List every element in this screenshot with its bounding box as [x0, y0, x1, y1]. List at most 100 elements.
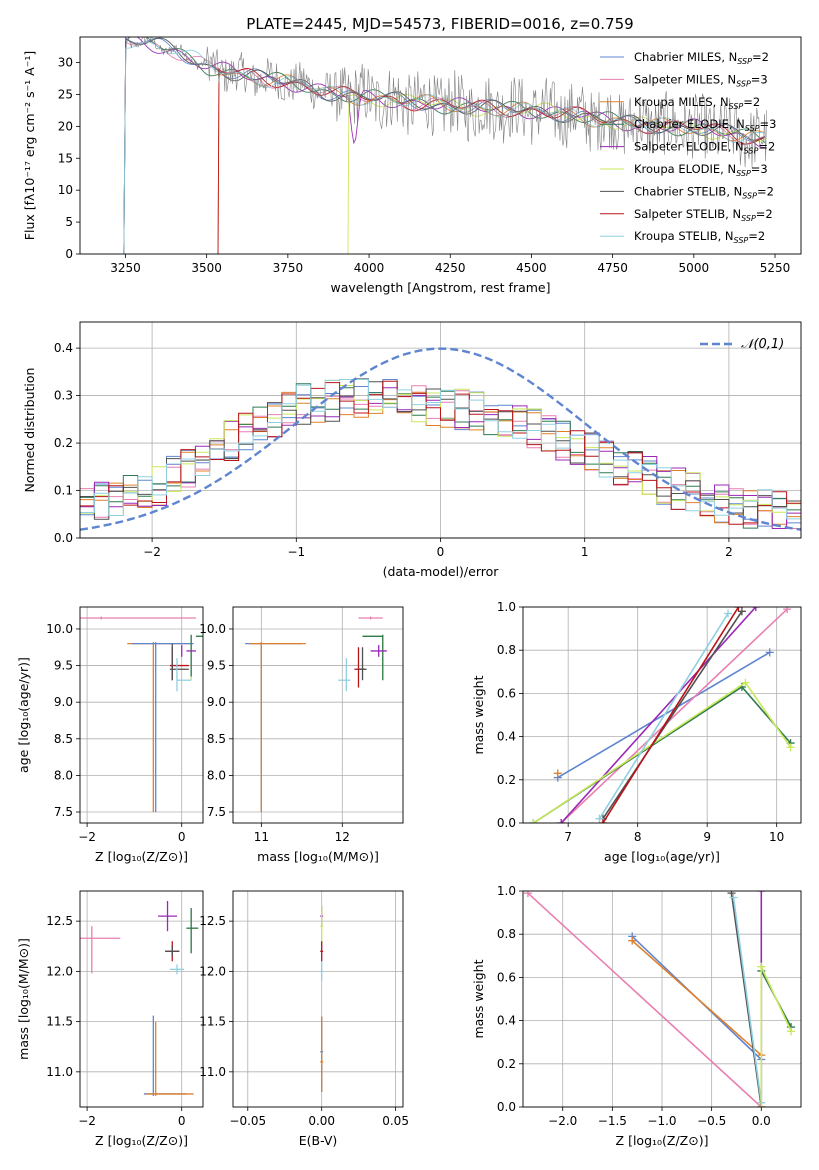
weight-marker [737, 607, 746, 616]
panel-mass_vs_z: −2 0 11.0 11.5 12.0 12.5 Z [log₁₀(Z/Z⊙)] mass [… [16, 890, 204, 1148]
histogram-step-line [80, 379, 801, 520]
weight-marker [786, 743, 795, 752]
y-axis-label: mass weight [471, 675, 486, 754]
normal-distribution-line [80, 347, 801, 531]
weight-line [560, 607, 757, 823]
x-tick-label: 3750 [273, 261, 304, 275]
y-tick-label: 0.3 [54, 389, 73, 403]
legend-entry-label: Kroupa MILES, NSSP=2 [634, 95, 760, 111]
legend: Chabrier MILES, NSSP=2 Salpeter MILES, NS… [600, 50, 776, 245]
observed-spectrum-line [125, 37, 767, 168]
y-tick-label: 7.5 [207, 805, 226, 819]
weight-line [732, 897, 763, 1103]
y-tick-label: 10.0 [46, 622, 73, 636]
weight-marker [741, 678, 750, 687]
plot-area [320, 906, 324, 1092]
plot-area [529, 607, 795, 823]
y-tick-label: 11.0 [199, 1065, 226, 1079]
y-tick-label: 5 [65, 215, 73, 229]
weight-line [527, 892, 762, 1107]
x-tick-label: 0 [437, 545, 445, 559]
y-tick-label: 0.4 [497, 1014, 516, 1028]
x-tick-label: 4000 [354, 261, 385, 275]
x-tick-label: 0.00 [308, 1114, 335, 1128]
axes-frame [79, 890, 204, 1108]
legend-entry-label: Salpeter STELIB, NSSP=2 [634, 207, 773, 223]
x-tick-label: 1 [581, 545, 589, 559]
axes-frame [522, 606, 802, 824]
y-tick-label: 9.0 [207, 695, 226, 709]
weight-marker [751, 607, 760, 611]
weight-marker [595, 814, 604, 823]
legend-entry-label: Chabrier ELODIE, NSSP=3 [634, 117, 776, 133]
y-tick-label: 0.2 [54, 436, 73, 450]
weight-marker [598, 819, 607, 823]
y-tick-label: 0.0 [497, 1100, 516, 1114]
weight-marker [787, 1027, 796, 1036]
plot-area [123, 37, 767, 254]
x-tick-label: 12 [335, 830, 350, 844]
x-tick-label: 0 [178, 830, 186, 844]
plot-area [80, 901, 199, 1096]
x-tick-label: −1 [287, 545, 305, 559]
weight-marker [783, 607, 792, 614]
weight-line [602, 610, 743, 820]
y-tick-label: 0.8 [497, 643, 516, 657]
plot-area [245, 616, 387, 813]
legend-entry-label: 𝒩(0,1) [741, 337, 784, 352]
y-tick-label: 11.5 [46, 1015, 73, 1029]
weight-marker [553, 769, 562, 778]
y-axis-label: Flux [fλ10⁻¹⁷ erg cm⁻² s⁻¹ A⁻¹] [22, 51, 37, 240]
x-tick-label: 5000 [679, 261, 710, 275]
x-axis-label: mass [log₁₀(M/M⊙)] [257, 849, 379, 864]
x-axis-label: Z [log₁₀(Z/Z⊙)] [616, 1133, 709, 1148]
panel-spectrum: 3250 3500 3750 4000 4250 4500 4750 5000 5250 0 5 10… [22, 36, 802, 295]
y-tick-label: 11.0 [46, 1065, 73, 1079]
axes-frame [79, 606, 204, 824]
x-tick-label: 4750 [597, 261, 628, 275]
x-axis-label: age [log₁₀(age/yr)] [604, 849, 720, 864]
y-tick-label: 0.1 [54, 484, 73, 498]
weight-line [598, 613, 729, 820]
y-tick-label: 0.0 [497, 816, 516, 830]
y-tick-label: 20 [58, 119, 73, 133]
y-tick-label: 1.0 [497, 884, 516, 898]
histogram-step-line [80, 391, 801, 525]
weight-marker [729, 893, 738, 902]
y-tick-label: 12.5 [199, 914, 226, 928]
legend-entry-label: Salpeter MILES, NSSP=3 [634, 72, 768, 88]
panel-age_vs_z: −2 0 7.5 8.0 8.5 9.0 9.5 10.0 Z [log₁₀(Z/Z⊙)] age… [16, 606, 204, 864]
y-tick-label: 7.5 [54, 805, 73, 819]
weight-line [532, 681, 792, 823]
y-tick-label: 8.0 [207, 768, 226, 782]
histogram-step-line [80, 380, 801, 525]
weight-marker [724, 609, 733, 618]
weight-marker [757, 1103, 766, 1107]
x-tick-label: −1.5 [598, 1114, 627, 1128]
panel-residuals: −2 −1 0 1 2 0.0 0.1 0.2 0.3 0.4 (data-model)/error… [22, 321, 802, 579]
x-tick-label: 3250 [110, 261, 141, 275]
y-tick-label: 8.0 [54, 768, 73, 782]
x-tick-label: −2 [78, 830, 96, 844]
y-tick-label: 10 [58, 183, 73, 197]
x-tick-label: 7 [564, 830, 572, 844]
plot-area [80, 616, 203, 813]
y-tick-label: 0.8 [497, 927, 516, 941]
panel-age_vs_mass: 11 12 7.5 8.0 8.5 9.0 9.5 10.0 mass [log₁₀(M/M⊙)… [199, 606, 404, 864]
y-tick-label: 30 [58, 56, 73, 70]
x-tick-label: 4250 [435, 261, 466, 275]
x-tick-label: 3500 [191, 261, 222, 275]
x-tick-label: 2 [725, 545, 733, 559]
weight-marker [628, 936, 637, 945]
x-axis-label: E(B-V) [299, 1133, 338, 1148]
x-tick-label: −2 [143, 545, 161, 559]
weight-marker [523, 891, 532, 898]
x-tick-label: 11 [254, 830, 269, 844]
y-tick-label: 0.0 [54, 531, 73, 545]
x-tick-label: 4500 [516, 261, 547, 275]
x-tick-label: −0.5 [697, 1114, 726, 1128]
y-axis-label: age [log₁₀(age/yr)] [16, 657, 31, 773]
x-tick-label: 0.05 [382, 1114, 409, 1128]
weight-marker [727, 891, 736, 898]
weight-marker [765, 648, 774, 657]
